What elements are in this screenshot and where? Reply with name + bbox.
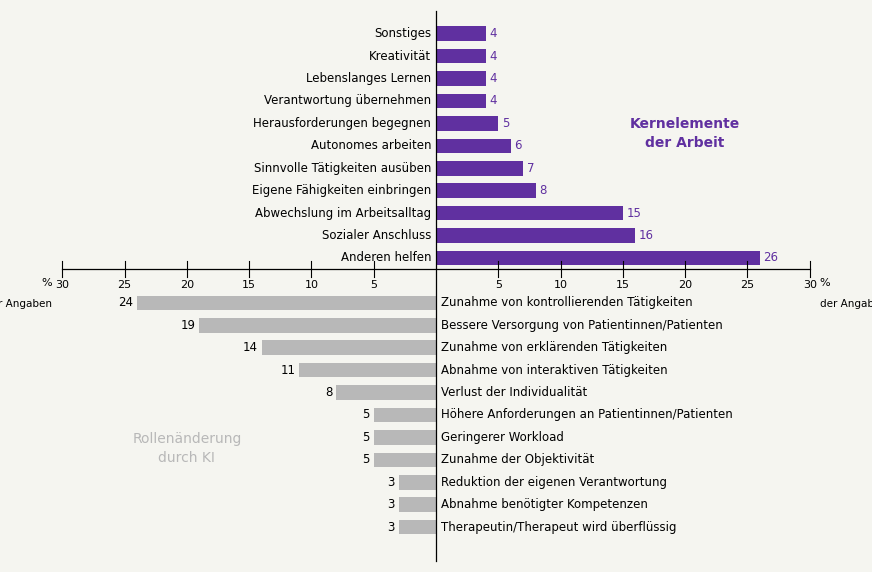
- Bar: [399, 475, 436, 490]
- Text: 4: 4: [489, 27, 497, 40]
- Text: 5: 5: [502, 117, 509, 130]
- Text: Bessere Versorgung von Patientinnen/Patienten: Bessere Versorgung von Patientinnen/Pati…: [441, 319, 723, 332]
- Bar: [399, 498, 436, 512]
- Text: 4: 4: [489, 94, 497, 108]
- Text: der Angaben: der Angaben: [820, 300, 872, 309]
- Text: Eigene Fähigkeiten einbringen: Eigene Fähigkeiten einbringen: [252, 184, 431, 197]
- Bar: [436, 251, 760, 265]
- Bar: [374, 430, 436, 444]
- Bar: [436, 94, 486, 108]
- Text: 19: 19: [181, 319, 195, 332]
- Text: Verlust der Individualität: Verlust der Individualität: [441, 386, 587, 399]
- Text: Therapeutin/Therapeut wird überflüssig: Therapeutin/Therapeut wird überflüssig: [441, 521, 677, 534]
- Text: 15: 15: [627, 206, 642, 220]
- Text: Herausforderungen begegnen: Herausforderungen begegnen: [253, 117, 431, 130]
- Text: Sonstiges: Sonstiges: [374, 27, 431, 40]
- Text: 30: 30: [803, 280, 817, 291]
- Text: Zunahme der Objektivität: Zunahme der Objektivität: [441, 454, 594, 466]
- Text: 10: 10: [304, 280, 318, 291]
- Text: Abwechslung im Arbeitsalltag: Abwechslung im Arbeitsalltag: [255, 206, 431, 220]
- Text: Zunahme von erklärenden Tätigkeiten: Zunahme von erklärenden Tätigkeiten: [441, 341, 667, 354]
- Text: Geringerer Workload: Geringerer Workload: [441, 431, 564, 444]
- Bar: [200, 318, 436, 332]
- Text: 5: 5: [494, 280, 501, 291]
- Bar: [137, 296, 436, 310]
- Bar: [436, 116, 498, 130]
- Bar: [436, 26, 486, 41]
- Text: 3: 3: [387, 521, 395, 534]
- Bar: [436, 161, 523, 176]
- Text: Autonomes arbeiten: Autonomes arbeiten: [310, 140, 431, 152]
- Text: Reduktion der eigenen Verantwortung: Reduktion der eigenen Verantwortung: [441, 476, 667, 489]
- Text: 11: 11: [280, 364, 296, 376]
- Text: 3: 3: [387, 476, 395, 489]
- Text: 30: 30: [55, 280, 69, 291]
- Text: 5: 5: [363, 431, 370, 444]
- Text: 15: 15: [616, 280, 630, 291]
- Bar: [436, 184, 535, 198]
- Text: 20: 20: [678, 280, 692, 291]
- Text: 5: 5: [363, 454, 370, 466]
- Text: 15: 15: [242, 280, 256, 291]
- Text: 24: 24: [119, 296, 133, 309]
- Text: Abnahme benötigter Kompetenzen: Abnahme benötigter Kompetenzen: [441, 498, 648, 511]
- Bar: [436, 206, 623, 220]
- Text: Sinnvolle Tätigkeiten ausüben: Sinnvolle Tätigkeiten ausüben: [254, 162, 431, 174]
- Text: 4: 4: [489, 72, 497, 85]
- Bar: [436, 72, 486, 86]
- Text: Sozialer Anschluss: Sozialer Anschluss: [322, 229, 431, 242]
- Text: 3: 3: [387, 498, 395, 511]
- Bar: [337, 386, 436, 400]
- Text: 7: 7: [527, 162, 535, 174]
- Text: 4: 4: [489, 50, 497, 62]
- Bar: [262, 340, 436, 355]
- Bar: [436, 138, 511, 153]
- Text: %: %: [42, 278, 52, 288]
- Text: Kernelemente
der Arbeit: Kernelemente der Arbeit: [630, 117, 740, 150]
- Bar: [374, 408, 436, 422]
- Text: 5: 5: [371, 280, 378, 291]
- Text: Abnahme von interaktiven Tätigkeiten: Abnahme von interaktiven Tätigkeiten: [441, 364, 668, 376]
- Text: 5: 5: [363, 408, 370, 422]
- Text: 16: 16: [639, 229, 654, 242]
- Bar: [436, 228, 636, 243]
- Bar: [374, 452, 436, 467]
- Text: 6: 6: [514, 140, 522, 152]
- Text: Zunahme von kontrollierenden Tätigkeiten: Zunahme von kontrollierenden Tätigkeiten: [441, 296, 692, 309]
- Text: %: %: [820, 278, 830, 288]
- Text: der Angaben: der Angaben: [0, 300, 52, 309]
- Bar: [436, 49, 486, 63]
- Text: Verantwortung übernehmen: Verantwortung übernehmen: [264, 94, 431, 108]
- Text: Höhere Anforderungen an Patientinnen/Patienten: Höhere Anforderungen an Patientinnen/Pat…: [441, 408, 732, 422]
- Text: 14: 14: [243, 341, 258, 354]
- Text: Rollenänderung
durch KI: Rollenänderung durch KI: [133, 432, 242, 466]
- Text: Anderen helfen: Anderen helfen: [341, 252, 431, 264]
- Text: 20: 20: [180, 280, 194, 291]
- Text: Kreativität: Kreativität: [369, 50, 431, 62]
- Text: 8: 8: [325, 386, 332, 399]
- Text: 26: 26: [764, 252, 779, 264]
- Bar: [399, 520, 436, 534]
- Text: 10: 10: [554, 280, 568, 291]
- Text: 25: 25: [740, 280, 754, 291]
- Text: Lebenslanges Lernen: Lebenslanges Lernen: [306, 72, 431, 85]
- Text: 25: 25: [118, 280, 132, 291]
- Text: 8: 8: [540, 184, 547, 197]
- Bar: [299, 363, 436, 378]
